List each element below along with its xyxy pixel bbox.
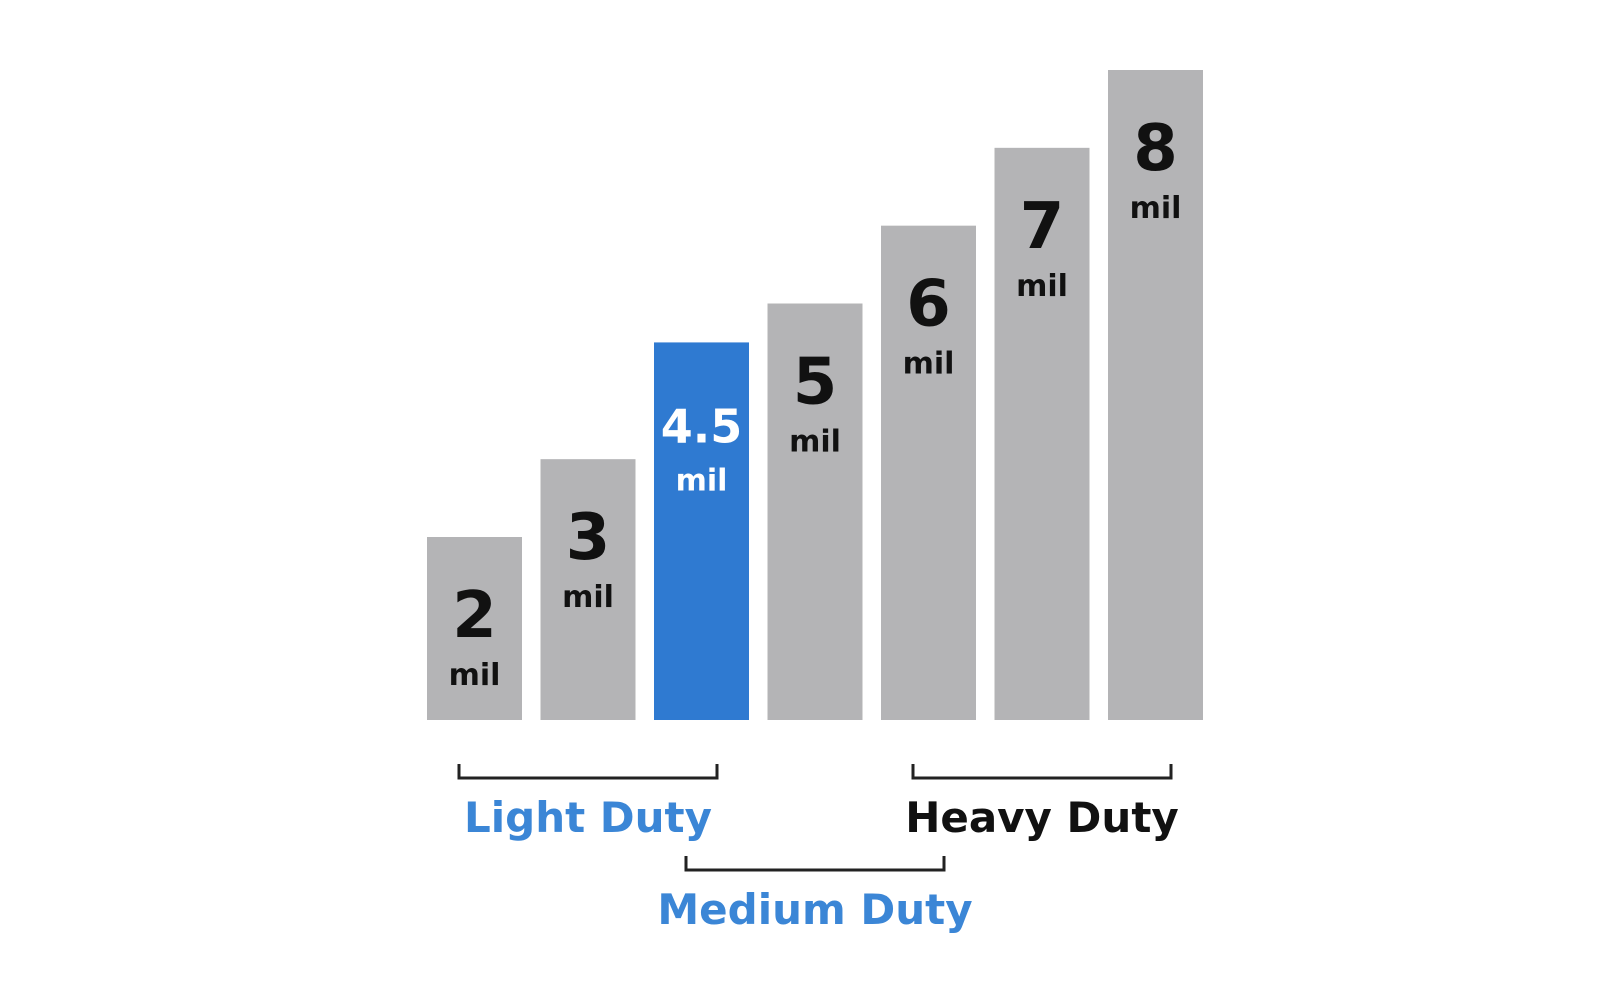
bar-labels-group: 2 mil 3 mil 4.5 mil 5 mil 6 mil 7 mil 8 mil (449, 112, 1182, 693)
heavy-duty-label: Heavy Duty (905, 793, 1179, 842)
bar-value-label: 6 (906, 268, 951, 342)
light-duty-label: Light Duty (464, 793, 712, 842)
heavy-duty-bracket (911, 764, 1173, 780)
bar-7-mil (994, 147, 1090, 721)
bar-unit-label: mil (1130, 191, 1182, 226)
bar-5-mil (767, 303, 863, 720)
light-duty-bracket (457, 764, 719, 780)
bar-2-mil (427, 537, 522, 720)
bar-value-label: 3 (566, 501, 611, 575)
bar-4-5-mil (654, 342, 749, 720)
bar-unit-label: mil (789, 425, 841, 460)
bar-8-mil (1108, 70, 1203, 720)
bar-unit-label: mil (676, 463, 728, 498)
bar-unit-label: mil (1016, 269, 1068, 304)
bar-value-label: 5 (793, 346, 838, 420)
bar-value-label: 4.5 (661, 399, 743, 453)
bar-unit-label: mil (449, 658, 501, 693)
medium-duty-label: Medium Duty (657, 885, 972, 934)
bar-value-label: 7 (1020, 190, 1065, 264)
duty-groups: Light Duty Medium Duty Heavy Duty (457, 764, 1179, 934)
bar-6-mil (881, 225, 976, 720)
bars-group (427, 70, 1203, 721)
bar-3-mil (540, 459, 636, 720)
bar-value-label: 2 (452, 579, 497, 653)
bar-unit-label: mil (903, 347, 955, 382)
medium-duty-bracket (684, 856, 946, 872)
bar-unit-label: mil (562, 580, 614, 615)
bar-value-label: 8 (1133, 112, 1178, 186)
